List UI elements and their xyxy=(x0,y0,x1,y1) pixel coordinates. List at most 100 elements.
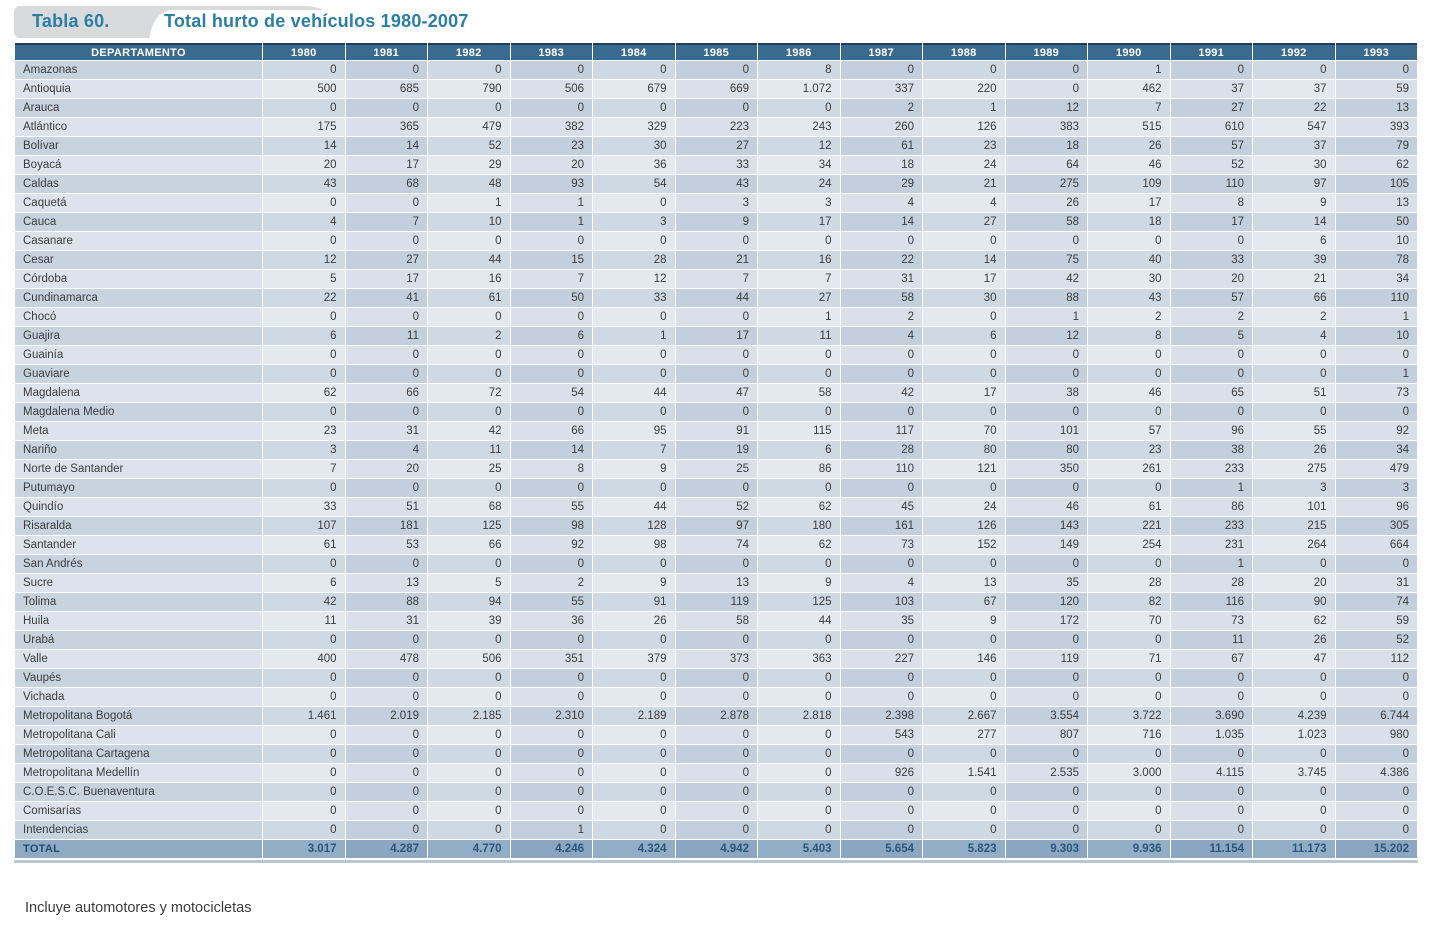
value-cell: 9 xyxy=(1253,194,1335,212)
value-cell: 48 xyxy=(428,175,510,193)
value-cell: 23 xyxy=(263,422,345,440)
value-cell: 161 xyxy=(840,517,922,535)
value-cell: 0 xyxy=(593,403,675,421)
table-row: Guajira 6 11 2 6 1 17 11 4 6 12 8 5 4 10 xyxy=(15,327,1417,345)
value-cell: 0 xyxy=(1253,555,1335,573)
value-cell: 0 xyxy=(345,308,427,326)
value-cell: 233 xyxy=(1170,517,1252,535)
value-cell: 1 xyxy=(1335,365,1417,383)
value-cell: 94 xyxy=(428,593,510,611)
table-row: Bolívar 14 14 52 23 30 27 12 61 23 18 26 57 37 79 xyxy=(15,137,1417,155)
value-cell: 664 xyxy=(1335,536,1417,554)
value-cell: 0 xyxy=(593,99,675,117)
column-header-year: 1991 xyxy=(1170,43,1252,60)
value-cell: 82 xyxy=(1088,593,1170,611)
value-cell: 62 xyxy=(263,384,345,402)
department-cell: Córdoba xyxy=(15,270,262,288)
value-cell: 0 xyxy=(758,365,840,383)
value-cell: 669 xyxy=(675,80,757,98)
value-cell: 12 xyxy=(1005,99,1087,117)
value-cell: 260 xyxy=(840,118,922,136)
value-cell: 4 xyxy=(840,194,922,212)
value-cell: 0 xyxy=(428,783,510,801)
value-cell: 11 xyxy=(263,612,345,630)
value-cell: 13 xyxy=(345,574,427,592)
column-header-year: 1980 xyxy=(263,43,345,60)
value-cell: 175 xyxy=(263,118,345,136)
table-row: Cesar 12 27 44 15 28 21 16 22 14 75 40 33 39 78 xyxy=(15,251,1417,269)
value-cell: 55 xyxy=(1253,422,1335,440)
value-cell: 61 xyxy=(1088,498,1170,516)
table-row: Metropolitana Bogotá 1.461 2.019 2.185 2.310… xyxy=(15,707,1417,725)
value-cell: 12 xyxy=(593,270,675,288)
value-cell: 0 xyxy=(1088,365,1170,383)
table-row: Norte de Santander 7 20 25 8 9 25 86 110 121 350 26… xyxy=(15,460,1417,478)
department-cell: Risaralda xyxy=(15,517,262,535)
value-cell: 0 xyxy=(1005,821,1087,839)
value-cell: 1.023 xyxy=(1253,726,1335,744)
value-cell: 0 xyxy=(593,479,675,497)
value-cell: 115 xyxy=(758,422,840,440)
value-cell: 0 xyxy=(510,669,592,687)
value-cell: 7 xyxy=(1088,99,1170,117)
value-cell: 223 xyxy=(675,118,757,136)
value-cell: 506 xyxy=(428,650,510,668)
value-cell: 8 xyxy=(510,460,592,478)
value-cell: 462 xyxy=(1088,80,1170,98)
value-cell: 4 xyxy=(345,441,427,459)
value-cell: 11 xyxy=(345,327,427,345)
value-cell: 30 xyxy=(923,289,1005,307)
value-cell: 685 xyxy=(345,80,427,98)
value-cell: 2.019 xyxy=(345,707,427,725)
value-cell: 22 xyxy=(1253,99,1335,117)
value-cell: 35 xyxy=(840,612,922,630)
department-cell: Urabá xyxy=(15,631,262,649)
value-cell: 0 xyxy=(675,403,757,421)
value-cell: 11 xyxy=(758,327,840,345)
value-cell: 59 xyxy=(1335,612,1417,630)
value-cell: 0 xyxy=(675,669,757,687)
value-cell: 20 xyxy=(1170,270,1252,288)
value-cell: 44 xyxy=(675,289,757,307)
department-cell: Boyacá xyxy=(15,156,262,174)
value-cell: 13 xyxy=(1335,99,1417,117)
value-cell: 27 xyxy=(923,213,1005,231)
department-cell: Metropolitana Medellín xyxy=(15,764,262,782)
value-cell: 0 xyxy=(263,783,345,801)
value-cell: 0 xyxy=(428,802,510,820)
value-cell: 0 xyxy=(758,764,840,782)
department-cell: San Andrés xyxy=(15,555,262,573)
value-cell: 5 xyxy=(428,574,510,592)
value-cell: 80 xyxy=(923,441,1005,459)
value-cell: 121 xyxy=(923,460,1005,478)
value-cell: 13 xyxy=(675,574,757,592)
value-cell: 22 xyxy=(263,289,345,307)
value-cell: 0 xyxy=(1005,61,1087,79)
value-cell: 0 xyxy=(923,688,1005,706)
value-cell: 26 xyxy=(1253,631,1335,649)
value-cell: 43 xyxy=(263,175,345,193)
value-cell: 0 xyxy=(1170,669,1252,687)
value-cell: 0 xyxy=(923,783,1005,801)
value-cell: 25 xyxy=(428,460,510,478)
value-cell: 62 xyxy=(758,536,840,554)
value-cell: 0 xyxy=(1088,555,1170,573)
value-cell: 9 xyxy=(923,612,1005,630)
value-cell: 0 xyxy=(675,821,757,839)
value-cell: 42 xyxy=(1005,270,1087,288)
value-cell: 3.722 xyxy=(1088,707,1170,725)
total-value-cell: 4.287 xyxy=(345,840,427,858)
value-cell: 1.541 xyxy=(923,764,1005,782)
value-cell: 383 xyxy=(1005,118,1087,136)
value-cell: 790 xyxy=(428,80,510,98)
value-cell: 25 xyxy=(675,460,757,478)
value-cell: 500 xyxy=(263,80,345,98)
value-cell: 0 xyxy=(675,631,757,649)
total-value-cell: 9.303 xyxy=(1005,840,1087,858)
value-cell: 0 xyxy=(675,61,757,79)
value-cell: 716 xyxy=(1088,726,1170,744)
value-cell: 0 xyxy=(840,403,922,421)
value-cell: 0 xyxy=(1005,232,1087,250)
value-cell: 17 xyxy=(758,213,840,231)
value-cell: 20 xyxy=(263,156,345,174)
